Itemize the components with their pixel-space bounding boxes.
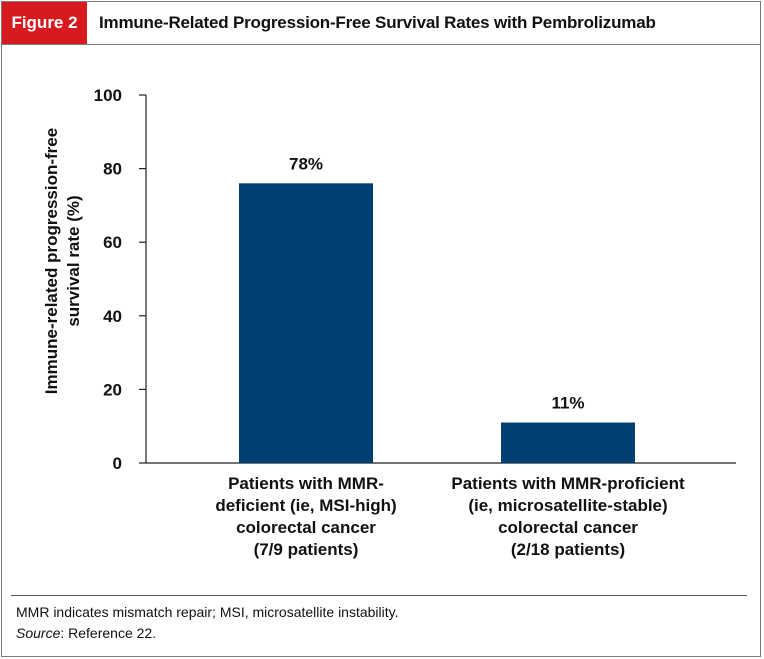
figure-header: Figure 2 Immune-Related Progression-Free… (2, 2, 760, 45)
category-2-label-line-2: (ie, microsatellite-stable) (468, 496, 667, 515)
bar-1 (239, 183, 373, 463)
category-1-label-line-4: (7/9 patients) (254, 540, 359, 559)
bar-2 (501, 422, 635, 463)
bar-chart: 0 20 40 60 80 100 Immune-related progression-f… (42, 86, 736, 559)
y-tick-label-80: 80 (103, 160, 122, 179)
footnote-abbreviations: MMR indicates mismatch repair; MSI, micr… (16, 604, 399, 620)
category-2-label-line-3: colorectal cancer (498, 518, 638, 537)
category-1-label-line-3: colorectal cancer (236, 518, 376, 537)
y-axis-title-line-1: Immune-related progression-free (42, 128, 61, 394)
figure-label: Figure 2 (2, 2, 87, 44)
figure-title: Immune-Related Progression-Free Survival… (99, 13, 656, 32)
y-tick-label-20: 20 (103, 380, 122, 399)
category-1-label-line-2: deficient (ie, MSI-high) (215, 496, 396, 515)
source-reference: : Reference 22. (60, 625, 157, 641)
footnote-source: Source: Reference 22. (16, 625, 156, 641)
y-tick-label-40: 40 (103, 307, 122, 326)
bar-2-value-label: 11% (551, 394, 584, 413)
y-tick-label-100: 100 (94, 86, 122, 105)
y-tick-label-60: 60 (103, 233, 122, 252)
category-2-label-line-4: (2/18 patients) (511, 540, 625, 559)
y-tick-label-0: 0 (113, 454, 122, 473)
y-axis-title-line-2: survival rate (%) (64, 195, 83, 326)
category-1-label-line-1: Patients with MMR- (228, 474, 384, 493)
source-label: Source (16, 625, 61, 641)
footnote-divider (11, 595, 747, 596)
category-2-label-line-1: Patients with MMR-proficient (451, 474, 685, 493)
bar-1-value-label: 78% (289, 154, 323, 173)
